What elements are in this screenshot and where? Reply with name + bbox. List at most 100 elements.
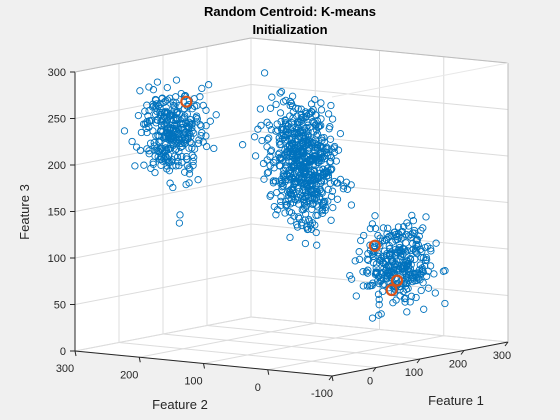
cluster-2-point (284, 129, 293, 137)
cluster-3-point (304, 127, 312, 136)
cluster-1-point (128, 137, 136, 146)
cluster-1-point (149, 160, 157, 168)
cluster-3-point (299, 165, 307, 173)
cluster-2-point (325, 125, 333, 133)
cluster-3-point (272, 211, 280, 219)
cluster-3-point (315, 193, 324, 201)
cluster-1-point (131, 162, 139, 170)
cluster-3-point (287, 217, 295, 225)
x-tick-label-2: 100 (405, 367, 423, 379)
cluster-4-point (359, 268, 367, 276)
axes-3d[interactable]: 0 100 200 300 -100 0 100 200 300 0 50 100 150 200 250 3… (17, 37, 511, 412)
cluster-4-point (403, 308, 411, 316)
cluster-1-point (145, 147, 153, 155)
cluster-1-point (156, 104, 164, 113)
cluster-1-point (151, 168, 159, 177)
cluster-4-point (418, 247, 426, 256)
cluster-1-point (154, 116, 162, 124)
cluster-3-point (271, 177, 279, 185)
cluster-2-point (300, 134, 309, 143)
cluster-2-point (294, 130, 302, 138)
cluster-4-point (389, 299, 397, 307)
cluster-1-point (137, 128, 146, 137)
grid-floor-y-2 (203, 329, 380, 364)
cluster-1-point (189, 157, 197, 166)
cluster-4-point (412, 276, 421, 285)
cluster-2-point (276, 89, 284, 97)
cluster-1-point (136, 87, 144, 95)
cluster-3-point (312, 156, 321, 164)
cluster-3-point (282, 202, 290, 210)
cluster-2-point (296, 118, 304, 126)
cluster-1-point (178, 142, 186, 150)
cluster-2-point (276, 109, 285, 117)
x-axis-label: Feature 1 (428, 393, 484, 408)
cluster-4-point (368, 314, 377, 322)
cluster-4-point (371, 224, 380, 233)
cluster-3-point (269, 179, 278, 187)
cluster-1-point (136, 146, 145, 155)
cluster-3-point (270, 164, 278, 172)
cluster-4-point (406, 268, 414, 276)
cluster-4-point (363, 282, 372, 290)
cluster-1-point (156, 145, 164, 153)
cluster-3-point (327, 166, 335, 174)
cluster-1-point (197, 131, 205, 140)
x-tick-mark-0 (328, 375, 333, 381)
cluster-2-point (297, 111, 305, 119)
cluster-3-point (303, 225, 312, 234)
cluster-4-point (409, 217, 418, 225)
cluster-4-point (402, 257, 411, 265)
cluster-1-point (169, 183, 177, 192)
cluster-1-point (173, 137, 181, 145)
cluster-1-point (182, 155, 191, 163)
cluster-3-point (329, 203, 337, 212)
cluster-1-point (210, 144, 218, 153)
cluster-3-point (332, 157, 340, 165)
cluster-1-point (166, 112, 174, 120)
cluster-3-point (320, 177, 328, 185)
cluster-4-point (387, 255, 396, 264)
cluster-2-point (302, 109, 311, 118)
cluster-3-point (266, 192, 274, 200)
cluster-4-point (401, 258, 409, 267)
cluster-3-point (302, 159, 310, 167)
cluster-2-point (268, 93, 276, 101)
cluster-1-point (212, 111, 220, 119)
grid-back-z-3 (74, 177, 252, 212)
cluster-3-point (319, 199, 328, 207)
cluster-2-point (291, 137, 299, 145)
cluster-4-point (430, 270, 438, 278)
y-tick-label-4: 300 (56, 363, 74, 375)
cluster-2-point (263, 135, 272, 144)
cluster-4-point (408, 246, 416, 255)
cluster-1-point (184, 135, 192, 143)
cluster-1-point (163, 83, 171, 92)
cluster-2-point (256, 105, 265, 113)
cluster-3-point (295, 183, 303, 192)
cluster-3-point (322, 172, 331, 181)
cluster-3-point (320, 133, 328, 142)
z-tick-label-1: 50 (54, 300, 66, 312)
cluster-3-point (302, 202, 310, 210)
cluster-3-point (283, 149, 291, 157)
cluster-3-point (285, 208, 294, 216)
cluster-3-point (278, 179, 287, 187)
cluster-2-point (294, 105, 302, 113)
cluster-1-point (202, 132, 210, 140)
cluster-4-point (370, 252, 378, 260)
cluster-3-point (294, 213, 303, 221)
cluster-4-point (363, 255, 371, 263)
cluster-4-point (417, 286, 425, 295)
cluster-4-point (406, 298, 414, 306)
cluster-3-point (277, 197, 285, 206)
cluster-3-point (339, 185, 348, 193)
z-tick-label-0: 0 (60, 346, 66, 358)
cluster-1-point (172, 162, 180, 170)
cluster-3-point (343, 185, 352, 193)
cluster-1-point (143, 145, 151, 153)
cluster-2-point (279, 182, 287, 190)
cluster-1-point (145, 117, 153, 125)
cluster-4-point (432, 239, 440, 247)
